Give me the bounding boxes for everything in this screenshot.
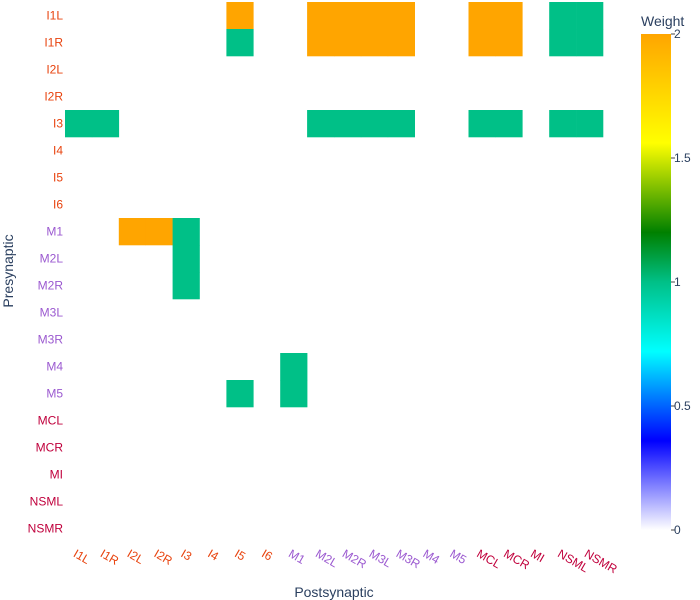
y-tick-label: M5 [46,387,63,401]
heatmap-cell [549,29,577,57]
y-tick-label: NSMR [28,522,64,536]
y-tick-label: I4 [53,144,63,158]
x-tick-label: I3 [179,546,195,563]
y-tick-label: MI [50,468,63,482]
heatmap-cell [495,2,523,30]
heatmap-cell [172,218,200,246]
y-tick-label: M2L [40,252,64,266]
y-tick-label: M3R [38,333,64,347]
heatmap-cell [307,29,335,57]
colorbar-tick-label: 1.5 [674,151,691,165]
y-tick-label: M4 [46,360,63,374]
heatmap-cell [172,272,200,300]
colorbar-tick-label: 1 [674,275,681,289]
heatmap-cell [576,29,604,57]
heatmap-cell [226,29,254,57]
colorbar-ticks: 0 0.5 1 1.5 2 [671,27,691,537]
heatmap-cells [65,2,604,408]
y-tick-label: I2R [44,90,63,104]
colorbar-tick-label: 0.5 [674,399,691,413]
x-tick-label: I2R [152,546,175,568]
y-tick-label: I1L [46,9,63,23]
y-axis-title: Presynaptic [0,234,16,307]
heatmap-cell [280,380,308,408]
x-tick-label: M2L [313,546,340,570]
x-tick-label: M4 [421,546,443,567]
colorbar-title: Weight [641,13,684,29]
y-tick-label: I3 [53,117,63,131]
x-tick-label: I4 [205,546,221,563]
heatmap-cell [387,29,415,57]
heatmap-cell [226,380,254,408]
y-tick-label: M3L [40,306,64,320]
x-tick-label: I6 [259,546,275,563]
x-tick-label: M2R [340,546,369,571]
y-tick-label: I6 [53,198,63,212]
heatmap-cell [91,110,120,138]
heatmap-cell [334,2,362,30]
heatmap-cell [307,2,335,30]
colorbar-tick-label: 2 [674,27,681,41]
x-tick-label: M3R [394,546,423,571]
colorbar-gradient [641,34,671,530]
heatmap-cell [468,2,496,30]
heatmap-cell [387,110,415,138]
heatmap-cell [360,2,389,30]
heatmap-cell [495,29,523,57]
heatmap-cell [468,29,496,57]
heatmap-cell [226,2,254,30]
heatmap-cell [387,2,415,30]
heatmap-cell [145,218,173,246]
x-tick-label: I1R [98,546,121,568]
x-tick-label: MCL [474,546,503,571]
y-tick-label: M2R [38,279,64,293]
heatmap-cell [576,2,604,30]
x-tick-label: I2L [125,546,147,567]
x-axis-title: Postsynaptic [294,584,373,600]
x-tick-label: MCR [501,546,532,572]
heatmap-cell [65,110,93,138]
x-tick-label: M1 [286,546,308,567]
heatmap-cell [495,110,523,138]
heatmap-cell [118,218,146,246]
heatmap-cell [468,110,496,138]
x-tick-label: I1L [71,546,93,567]
heatmap-cell [334,29,362,57]
heatmap-cell [334,110,362,138]
heatmap-cell [360,110,389,138]
x-tick-label: MI [528,546,547,565]
x-tick-label: I5 [232,546,248,563]
x-tick-label: M3L [367,546,394,570]
y-tick-label: I2L [46,63,63,77]
y-tick-label: I1R [44,36,63,50]
heatmap-cell [172,245,200,273]
colorbar: Weight 0 0.5 1 1.5 2 [641,13,691,537]
x-tick-label: NSMR [582,546,620,576]
y-tick-labels: I1L I1R I2L I2R I3 I4 I5 I6 M1 M2L M2R M3L M3R M4 M5 MC… [28,9,64,536]
x-tick-label: M5 [448,546,470,567]
y-tick-label: I5 [53,171,63,185]
heatmap-cell [280,353,308,381]
colorbar-tick-label: 0 [674,523,681,537]
heatmap-cell [576,110,604,138]
y-tick-label: MCR [36,441,64,455]
y-tick-label: NSML [30,495,64,509]
heatmap-cell [307,110,335,138]
heatmap-cell [360,29,389,57]
heatmap-cell [549,110,577,138]
y-tick-label: MCL [38,414,64,428]
y-tick-label: M1 [46,225,63,239]
heatmap-cell [549,2,577,30]
